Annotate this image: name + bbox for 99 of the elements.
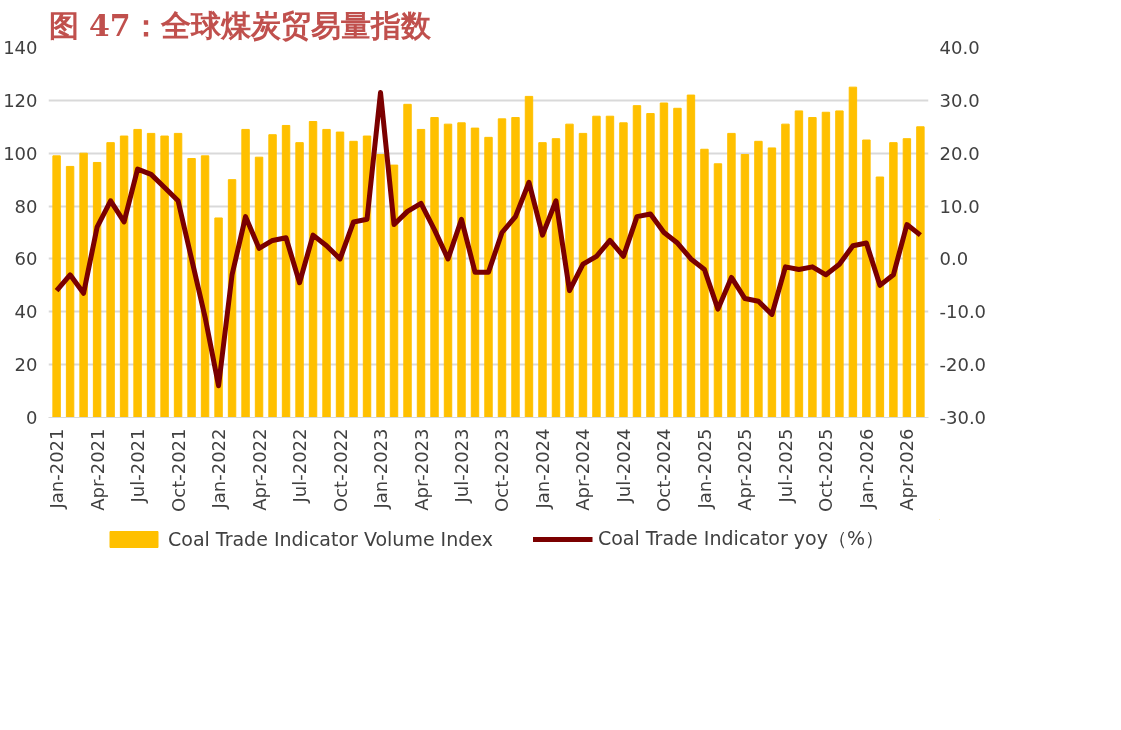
bar xyxy=(484,136,493,418)
bar xyxy=(592,115,601,418)
bar xyxy=(254,156,264,418)
bar xyxy=(862,139,871,418)
y2-tick-label: 20.0 xyxy=(939,142,980,164)
x-tick-label: Jan-2023 xyxy=(370,428,392,510)
bar xyxy=(241,128,250,418)
x-tick-label: Oct-2025 xyxy=(815,428,837,512)
x-tick-label: Apr-2026 xyxy=(896,428,918,511)
bar xyxy=(511,117,520,418)
bar xyxy=(416,128,426,418)
x-tick-label: Jan-2025 xyxy=(693,428,715,510)
bar xyxy=(835,110,844,418)
x-tick-label: Jan-2022 xyxy=(208,428,230,510)
y-tick-label: 120 xyxy=(3,89,38,111)
bar xyxy=(821,111,831,418)
y2-tick-label: -10.0 xyxy=(939,301,987,323)
bar xyxy=(781,123,790,418)
bar xyxy=(578,132,588,418)
bar xyxy=(106,142,115,418)
bar xyxy=(79,152,88,418)
x-tick-label: Oct-2021 xyxy=(167,428,189,512)
bar xyxy=(403,103,412,418)
x-tick-label: Oct-2022 xyxy=(329,428,351,512)
bar xyxy=(146,132,156,418)
bar xyxy=(335,131,345,418)
bar xyxy=(430,117,439,418)
bar xyxy=(376,154,385,418)
x-tick-label: Apr-2023 xyxy=(410,428,432,511)
bar xyxy=(619,122,628,418)
bar xyxy=(295,142,304,418)
bar xyxy=(349,140,358,418)
bar xyxy=(565,123,574,418)
chart-title: 图 47：全球煤炭贸易量指数 xyxy=(48,7,432,43)
bar xyxy=(268,134,277,418)
bar xyxy=(119,135,129,418)
bar xyxy=(727,132,736,418)
y2-tick-label: -30.0 xyxy=(939,407,987,428)
bar xyxy=(713,163,723,418)
bar xyxy=(187,158,196,418)
bar xyxy=(673,107,682,418)
bar xyxy=(632,105,642,418)
bar xyxy=(808,117,817,418)
bar xyxy=(65,165,75,418)
x-tick-label: Jul-2022 xyxy=(289,428,311,504)
x-tick-label: Jan-2021 xyxy=(46,428,68,510)
bar xyxy=(848,86,858,418)
bar xyxy=(889,142,898,418)
x-tick-label: Apr-2021 xyxy=(86,428,108,511)
bar xyxy=(538,142,547,418)
bar xyxy=(457,122,466,418)
bar xyxy=(281,124,291,418)
bar xyxy=(754,140,763,418)
x-tick-label: Jul-2024 xyxy=(612,428,634,504)
y-tick-label: 140 xyxy=(3,37,38,58)
bar xyxy=(173,132,183,418)
x-tick-label: Jul-2025 xyxy=(774,428,796,504)
bar xyxy=(308,121,318,418)
x-tick-label: Jul-2021 xyxy=(127,428,149,504)
y2-tick-label: -20.0 xyxy=(939,354,987,376)
y-tick-label: 0 xyxy=(26,407,38,428)
y-tick-label: 40 xyxy=(14,301,38,323)
bar xyxy=(470,127,480,418)
bar xyxy=(443,123,453,418)
bar xyxy=(875,176,885,418)
bar xyxy=(767,147,777,418)
bar xyxy=(916,126,925,418)
bar xyxy=(740,154,750,418)
y2-tick-label: 30.0 xyxy=(939,89,980,111)
x-tick-label: Oct-2023 xyxy=(491,428,513,512)
bar xyxy=(524,95,534,418)
x-tick-label: Oct-2024 xyxy=(653,428,675,512)
bar xyxy=(794,110,804,418)
y-tick-label: 100 xyxy=(3,142,38,164)
y-tick-label: 60 xyxy=(14,248,38,270)
y2-tick-label: 10.0 xyxy=(939,195,980,217)
x-tick-label: Jan-2026 xyxy=(855,428,877,510)
bar xyxy=(160,135,169,418)
y2-tick-label: 0.0 xyxy=(939,248,969,270)
legend-label: Coal Trade Indicator Volume Index xyxy=(168,528,493,550)
bar xyxy=(686,94,696,418)
bar xyxy=(902,138,912,418)
y2-tick-label: 40.0 xyxy=(939,37,980,58)
bar xyxy=(605,115,615,418)
x-tick-label: Jul-2023 xyxy=(451,428,473,504)
bar xyxy=(322,128,331,418)
x-tick-label: Apr-2024 xyxy=(572,428,594,511)
bar xyxy=(700,148,709,418)
bar xyxy=(52,155,61,418)
x-tick-label: Apr-2025 xyxy=(734,428,756,511)
y-tick-label: 80 xyxy=(14,195,38,217)
bar xyxy=(497,118,507,418)
x-tick-label: Apr-2022 xyxy=(248,428,270,511)
legend-label: Coal Trade Indicator yoy（%） xyxy=(597,526,884,551)
y-tick-label: 20 xyxy=(14,354,38,376)
bar xyxy=(133,128,142,418)
bar xyxy=(646,113,655,418)
bar xyxy=(659,102,669,418)
x-tick-label: Jan-2024 xyxy=(531,428,553,510)
